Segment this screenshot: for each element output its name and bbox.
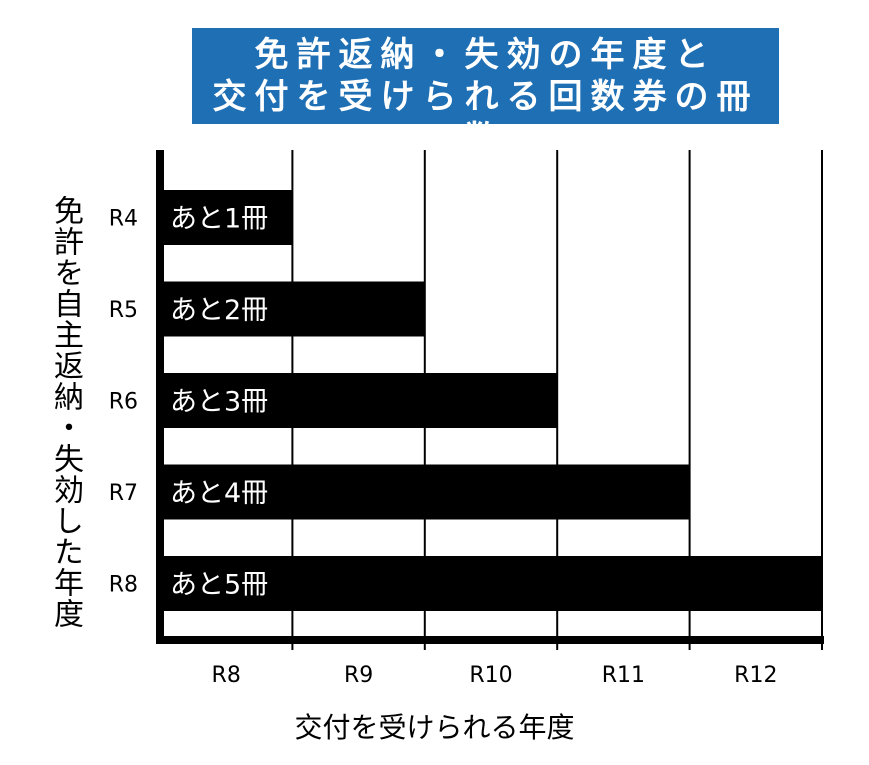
y-tick-label: R4 xyxy=(109,207,138,232)
bar-label: あと3冊 xyxy=(170,387,268,418)
bar xyxy=(162,281,425,337)
x-tick-label: R11 xyxy=(602,663,645,688)
y-tick-label: R6 xyxy=(109,390,138,415)
y-axis-label: 免許を自主返納・失効した年度 xyxy=(48,195,83,629)
bar-label: あと5冊 xyxy=(170,570,268,601)
x-tick-label: R12 xyxy=(734,663,777,688)
bar xyxy=(162,373,558,428)
bar xyxy=(162,464,690,520)
y-tick-label: R7 xyxy=(109,481,138,506)
x-tick-label: R10 xyxy=(469,663,512,688)
bar-label: あと4冊 xyxy=(170,478,268,509)
chart-title-line-2: 交付を受けられる回数券の冊数 xyxy=(212,77,759,159)
y-tick-label: R8 xyxy=(109,573,138,598)
bar xyxy=(162,556,822,611)
bar-label: あと2冊 xyxy=(170,295,268,326)
bar-label: あと1冊 xyxy=(170,204,268,235)
chart-title-box: 免許返納・失効の年度と 交付を受けられる回数券の冊数 xyxy=(192,28,779,159)
y-tick-label: R5 xyxy=(109,298,138,323)
x-tick-label: R8 xyxy=(212,663,241,688)
x-axis-label: 交付を受けられる年度 xyxy=(294,711,575,744)
chart-title-line-1: 免許返納・失効の年度と xyxy=(254,35,717,75)
x-tick-label: R9 xyxy=(344,663,373,688)
bar xyxy=(162,190,293,245)
